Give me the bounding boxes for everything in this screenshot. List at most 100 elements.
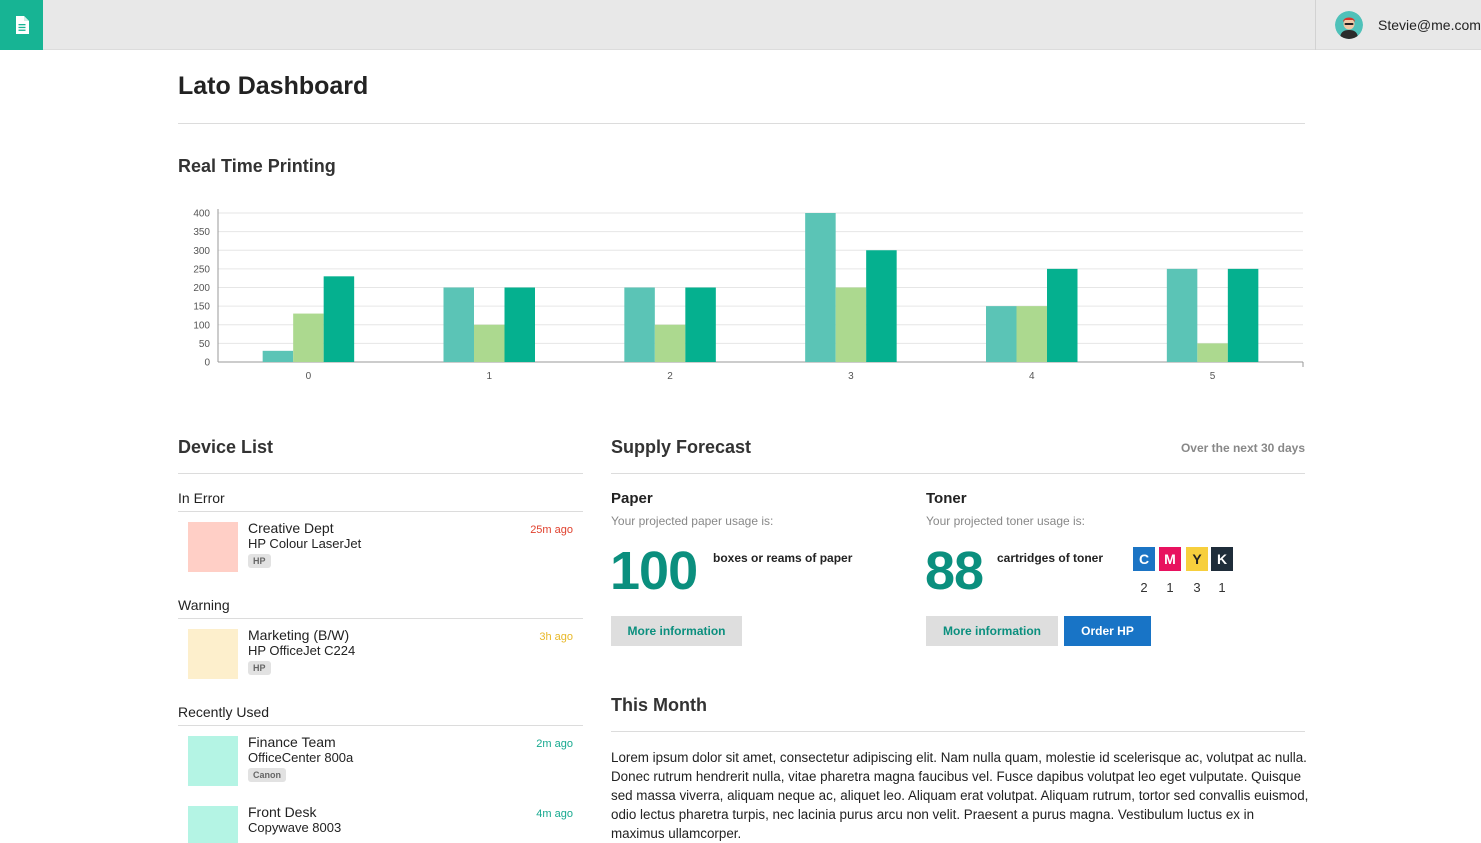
device-model: HP Colour LaserJet — [248, 536, 362, 551]
paper-more-info-button[interactable]: More information — [611, 616, 742, 646]
divider — [178, 511, 583, 512]
device-model: HP OfficeJet C224 — [248, 643, 356, 658]
device-list-title: Device List — [178, 437, 274, 457]
order-hp-button[interactable]: Order HP — [1064, 616, 1151, 646]
device-card[interactable]: Finance Team OfficeCenter 800a Canon 2m … — [188, 730, 583, 786]
document-icon — [15, 16, 29, 34]
bar — [443, 287, 474, 362]
paper-description: Your projected paper usage is: — [611, 514, 774, 528]
toner-title: Toner — [926, 490, 967, 507]
device-name: Front Desk — [248, 804, 317, 820]
device-card[interactable]: Front Desk Copywave 8003 4m ago — [188, 800, 583, 843]
device-name: Creative Dept — [248, 520, 334, 536]
device-name: Finance Team — [248, 734, 336, 750]
chart-title: Real Time Printing — [178, 156, 336, 176]
bar — [654, 324, 686, 362]
cartridge-magenta-badge: M — [1159, 547, 1181, 571]
x-tick-label: 4 — [1029, 371, 1035, 382]
y-tick-label: 350 — [193, 227, 210, 238]
bar — [685, 287, 716, 362]
avatar[interactable] — [1335, 11, 1363, 39]
group-label-recently-used: Recently Used — [178, 704, 270, 720]
divider — [178, 618, 583, 619]
group-label-warning: Warning — [178, 597, 230, 613]
bar — [474, 324, 505, 362]
divider — [611, 473, 1305, 474]
cartridge-cyan-badge: C — [1133, 547, 1155, 571]
bar — [262, 350, 294, 362]
this-month-body: Lorem ipsum dolor sit amet, consectetur … — [611, 750, 1309, 841]
supply-forecast-period: Over the next 30 days — [1180, 441, 1305, 455]
device-brand-badge: Canon — [248, 768, 286, 782]
device-name: Marketing (B/W) — [248, 627, 350, 643]
y-tick-label: 250 — [193, 264, 210, 275]
divider — [178, 123, 1305, 124]
device-last-seen: 2m ago — [536, 738, 573, 750]
this-month-title: This Month — [611, 695, 707, 715]
device-status-swatch — [188, 806, 238, 843]
bar — [835, 287, 867, 362]
cartridge-magenta-count: 1 — [1166, 580, 1174, 595]
x-tick-label: 3 — [848, 371, 854, 382]
bar — [866, 250, 897, 362]
app-logo[interactable] — [0, 0, 43, 50]
device-card[interactable]: Creative Dept HP Colour LaserJet HP 25m … — [188, 516, 583, 572]
cartridge-black-badge: K — [1211, 547, 1233, 571]
divider — [178, 473, 583, 474]
device-brand-badge: HP — [248, 554, 271, 568]
cartridge-yellow-count: 3 — [1193, 580, 1201, 595]
x-tick-label: 1 — [486, 371, 492, 382]
y-tick-label: 150 — [193, 302, 210, 313]
paper-title: Paper — [611, 490, 653, 507]
toner-forecast-unit: cartridges of toner — [997, 551, 1104, 565]
device-status-swatch — [188, 629, 238, 679]
paper-forecast-value: 100 — [610, 541, 698, 601]
bar — [805, 213, 836, 362]
paper-forecast-unit: boxes or reams of paper — [713, 551, 853, 565]
device-card[interactable]: Marketing (B/W) HP OfficeJet C224 HP 3h … — [188, 623, 583, 679]
x-tick-label: 2 — [667, 371, 673, 382]
y-tick-label: 50 — [199, 339, 211, 350]
group-label-in-error: In Error — [178, 490, 225, 506]
device-model: Copywave 8003 — [248, 820, 342, 835]
toner-more-info-button[interactable]: More information — [926, 616, 1058, 646]
y-tick-label: 200 — [193, 283, 210, 294]
bar — [504, 287, 535, 362]
user-email[interactable]: Stevie@me.com — [1378, 17, 1481, 33]
bar — [1016, 306, 1047, 362]
supply-forecast-title: Supply Forecast — [611, 437, 752, 457]
toner-description: Your projected toner usage is: — [926, 514, 1085, 528]
user-menu[interactable]: Stevie@me.com — [1315, 0, 1481, 50]
device-brand-badge: HP — [248, 661, 271, 675]
cartridge-cyan-count: 2 — [1140, 580, 1148, 595]
real-time-printing-chart: 0 50 100 150 200 250 300 350 400 0 1 2 3 4 5 — [193, 209, 1304, 382]
bar — [293, 313, 324, 362]
y-tick-label: 400 — [193, 209, 210, 220]
bar — [624, 287, 655, 362]
cartridge-yellow-badge: Y — [1186, 547, 1208, 571]
bar — [323, 276, 355, 362]
device-status-swatch — [188, 736, 238, 786]
bar — [1227, 268, 1259, 362]
cartridge-black-count: 1 — [1218, 580, 1226, 595]
bar — [1197, 343, 1228, 362]
bar — [1166, 268, 1198, 362]
divider — [178, 725, 583, 726]
page-title: Lato Dashboard — [178, 72, 369, 100]
user-avatar-icon — [1335, 11, 1363, 39]
top-bar: Stevie@me.com — [0, 0, 1481, 50]
device-last-seen: 4m ago — [536, 808, 573, 820]
bar — [1047, 268, 1078, 362]
device-last-seen: 3h ago — [539, 631, 573, 643]
bar — [986, 306, 1017, 362]
x-tick-label: 5 — [1210, 371, 1216, 382]
y-tick-label: 0 — [204, 358, 210, 369]
y-tick-label: 100 — [193, 320, 210, 331]
divider — [611, 731, 1305, 732]
x-tick-label: 0 — [306, 371, 312, 382]
y-tick-label: 300 — [193, 246, 210, 257]
toner-forecast-value: 88 — [925, 541, 984, 601]
device-model: OfficeCenter 800a — [248, 750, 354, 765]
device-status-swatch — [188, 522, 238, 572]
device-last-seen: 25m ago — [530, 524, 573, 536]
